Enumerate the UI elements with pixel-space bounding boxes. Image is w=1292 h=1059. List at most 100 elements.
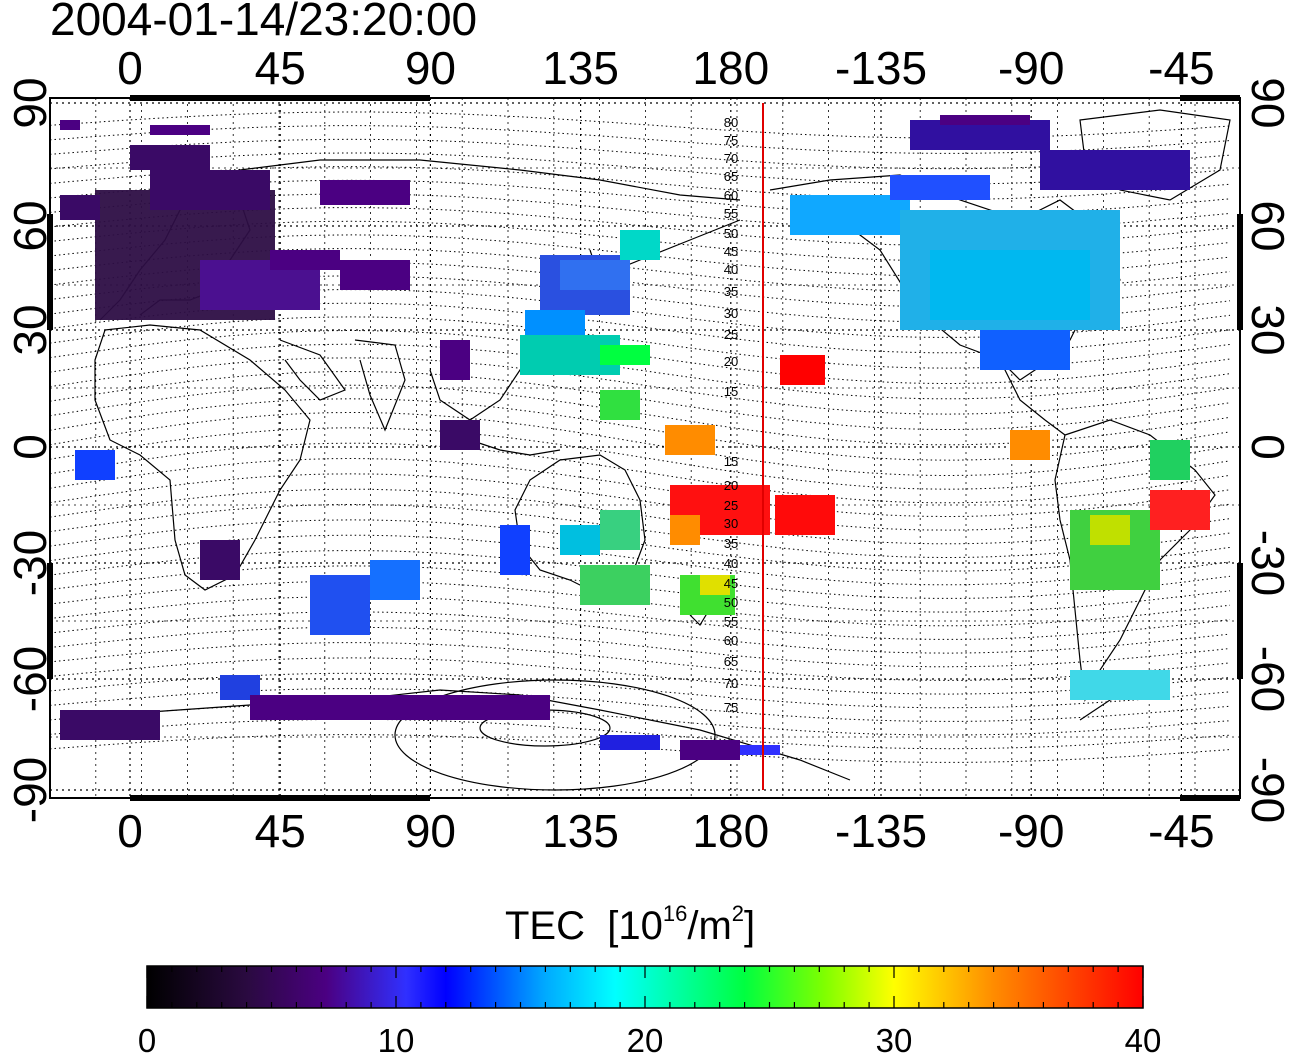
mlat-contour [50, 457, 1231, 518]
lon-tick-label-top: -135 [835, 42, 927, 94]
mlat-label: 60 [724, 188, 738, 203]
mlat-label: 40 [724, 556, 738, 571]
lon-tick-label-top: 180 [692, 42, 769, 94]
colorbar-units-exponent2: 2 [731, 901, 745, 926]
lon-tick-label-bottom: -45 [1148, 805, 1214, 857]
lat-tick-label-left: -90 [4, 757, 56, 823]
colorbar-tick-label: 30 [875, 1022, 913, 1059]
mlat-label: 55 [724, 614, 738, 629]
mlat-contour [50, 370, 1231, 431]
mlat-label: 25 [724, 498, 738, 513]
mlat-contour [50, 125, 1231, 154]
colorbar-ticks [146, 966, 1144, 1008]
lat-tick-label-right: 90 [1242, 77, 1292, 128]
lat-tick-label-left: -30 [4, 530, 56, 596]
lat-tick-label-left: 0 [4, 434, 56, 460]
mlat-contour [50, 503, 1231, 559]
mlat-label: 30 [724, 306, 738, 321]
lon-tick-label-bottom: 0 [117, 805, 143, 857]
mlat-label: 15 [724, 384, 738, 399]
mlat-label: 75 [724, 700, 738, 715]
mlat-contour [50, 550, 1231, 599]
mlat-contour [50, 642, 1231, 681]
mlat-contour [50, 111, 1231, 139]
mlat-contour [50, 442, 1231, 504]
mlat-contour [50, 398, 1231, 461]
mlat-label: 55 [724, 206, 738, 221]
timestamp-title: 2004-01-14/23:20:00 [50, 0, 478, 45]
mlat-label: 70 [724, 676, 738, 691]
mlat-label: 45 [724, 576, 738, 591]
mlat-label: 25 [724, 327, 738, 342]
mlat-label: 70 [724, 151, 738, 166]
mlat-contour [50, 718, 1231, 750]
lon-tick-label-bottom: 90 [405, 805, 456, 857]
mlat-contour [50, 596, 1231, 640]
mlat-label: 40 [724, 262, 738, 277]
mlat-label: 45 [724, 244, 738, 259]
lon-tick-label-top: 90 [405, 42, 456, 94]
mlat-contour [50, 384, 1231, 446]
lon-tick-label-bottom: -135 [835, 805, 927, 857]
mlat-contour [50, 565, 1231, 613]
mlat-label: 60 [724, 633, 738, 648]
mlat-contour [50, 580, 1231, 627]
lon-tick-label-top: 45 [255, 42, 306, 94]
axis-tick-labels: 0045459090135135180180-135-135-90-90-45-… [4, 42, 1292, 857]
mlat-contour [50, 488, 1231, 545]
mlat-contour [50, 357, 1231, 415]
mlat-label: 50 [724, 226, 738, 241]
lat-tick-label-right: -90 [1242, 757, 1292, 823]
mlat-contour [50, 473, 1231, 531]
lat-tick-label-right: -60 [1242, 646, 1292, 712]
tec-data-patches [60, 115, 1210, 760]
lon-tick-label-top: -45 [1148, 42, 1214, 94]
mlat-contour [50, 329, 1231, 385]
colorbar-title: TEC [1016/m2] [505, 903, 756, 948]
mlat-label: 30 [724, 516, 738, 531]
lat-tick-label-left: 60 [4, 200, 56, 251]
mlat-label: 65 [724, 169, 738, 184]
mlat-label: 20 [724, 478, 738, 493]
lat-tick-label-right: 0 [1242, 434, 1292, 460]
lon-tick-label-top: 0 [117, 42, 143, 94]
mlat-label: 75 [724, 133, 738, 148]
mlat-contour [50, 138, 1231, 170]
lon-tick-label-bottom: 135 [542, 805, 619, 857]
lon-tick-label-bottom: 180 [692, 805, 769, 857]
colorbar-tick-label: 40 [1124, 1022, 1162, 1059]
lat-tick-label-right: 60 [1242, 200, 1292, 251]
lat-tick-label-right: -30 [1242, 530, 1292, 596]
mlat-label: 80 [724, 115, 738, 130]
mlat-label: 20 [724, 354, 738, 369]
mlat-label: 35 [724, 284, 738, 299]
lon-tick-label-top: 135 [542, 42, 619, 94]
mlat-label: 65 [724, 654, 738, 669]
mlat-contour [50, 703, 1231, 736]
colorbar-tick-label: 0 [137, 1022, 157, 1059]
colorbar-units-base: [10 [607, 904, 663, 948]
colorbar-units-close: ] [744, 904, 756, 948]
lon-tick-label-top: -90 [998, 42, 1064, 94]
lat-tick-label-left: -60 [4, 646, 56, 712]
mlat-contour [50, 343, 1231, 400]
mlat-contour [50, 626, 1231, 668]
colorbar-units-exponent: 16 [662, 901, 688, 926]
mlat-contour [50, 611, 1231, 654]
mlat-label: 15 [724, 454, 738, 469]
mlat-contour [50, 427, 1231, 490]
mlat-label: 50 [724, 595, 738, 610]
magnetic-latitude-labels: 80 75 70 65 60 55 50 45 40 35 30 25 20 15 15 20 25 30 35 40… [724, 115, 738, 715]
lat-tick-label-left: 30 [4, 304, 56, 355]
lon-tick-label-bottom: 45 [255, 805, 306, 857]
colorbar-tick-label: 10 [377, 1022, 415, 1059]
lon-tick-label-bottom: -90 [998, 805, 1064, 857]
lat-tick-label-left: 90 [4, 77, 56, 128]
lat-tick-label-right: 30 [1242, 304, 1292, 355]
mlat-contour [50, 411, 1231, 477]
mlat-label: 35 [724, 536, 738, 551]
colorbar-units-mid: /m [687, 904, 732, 948]
colorbar-title-quantity: TEC [505, 904, 585, 948]
colorbar-tick-label: 20 [626, 1022, 664, 1059]
